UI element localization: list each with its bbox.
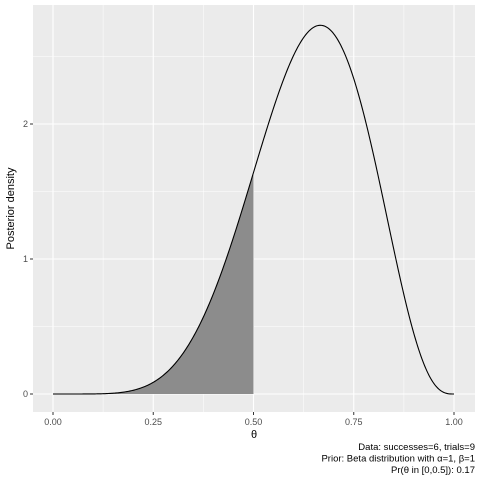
x-tick-label: 0.25	[144, 417, 162, 427]
x-tick-label: 0.50	[245, 417, 263, 427]
x-tick-label: 0.00	[44, 417, 62, 427]
caption-data-line: Data: successes=6, trials=9	[358, 442, 475, 453]
x-axis-title: θ	[251, 429, 257, 441]
x-tick-label: 1.00	[445, 417, 463, 427]
x-tick-label: 0.75	[345, 417, 363, 427]
x-axis: 0.00 0.25 0.50 0.75 1.00	[44, 412, 463, 427]
shaded-probability-area	[53, 172, 254, 394]
posterior-density-curve	[53, 24, 454, 395]
y-tick-label: 1	[23, 254, 28, 264]
y-tick-label: 0	[23, 389, 28, 399]
y-axis: 0 1 2	[23, 119, 33, 399]
y-tick-label: 2	[23, 119, 28, 129]
caption-probability-line: Pr(θ in [0,0.5]): 0.17	[391, 465, 475, 476]
y-axis-title: Posterior density	[5, 167, 17, 249]
caption-prior-line: Prior: Beta distribution with α=1, β=1	[321, 454, 475, 465]
